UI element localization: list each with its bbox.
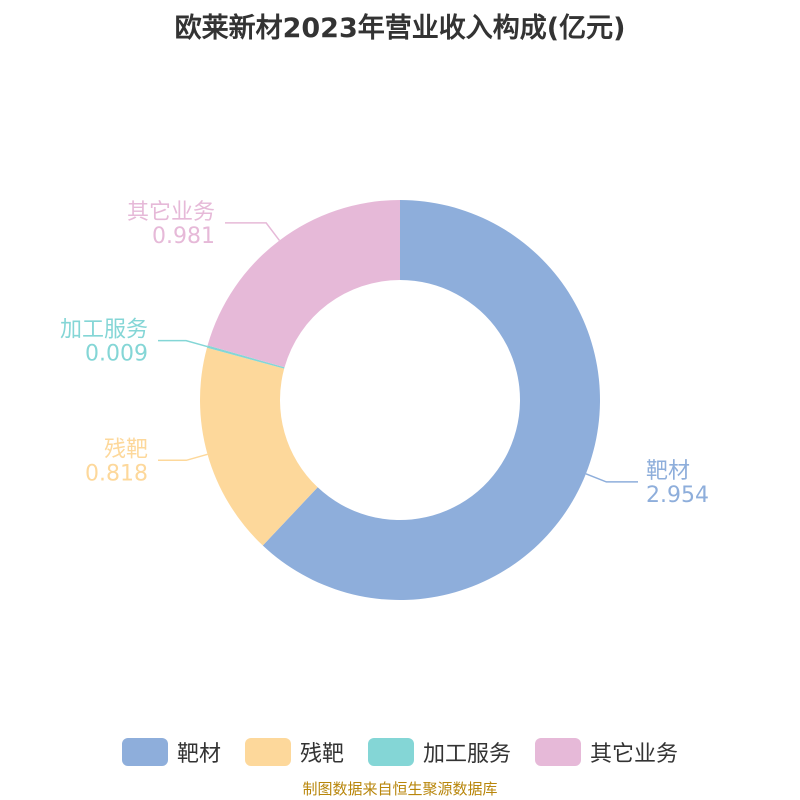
- data-source-note: 制图数据来自恒生聚源数据库: [302, 780, 498, 798]
- legend: 靶材 残靶 加工服务 其它业务: [0, 736, 800, 768]
- legend-label-processing-service: 加工服务: [423, 742, 512, 767]
- slice-label-target: 靶材: [646, 459, 690, 484]
- slice-label-other-business: 其它业务: [127, 200, 215, 225]
- legend-label-other-business: 其它业务: [590, 742, 679, 767]
- legend-swatch-residual-target: [244, 738, 291, 766]
- legend-label-residual-target: 残靶: [299, 742, 344, 767]
- slice-processing-service[interactable]: [206, 345, 285, 369]
- slice-target[interactable]: [262, 200, 600, 600]
- slice-value-processing-service: 0.009: [85, 342, 148, 367]
- legend-item-processing-service[interactable]: 加工服务: [368, 736, 511, 768]
- leader-line-target: [585, 473, 638, 483]
- legend-swatch-target: [121, 738, 168, 766]
- legend-swatch-other-business: [535, 738, 582, 766]
- legend-swatch-processing-service: [368, 738, 414, 766]
- slice-label-residual-target: 残靶: [104, 437, 148, 462]
- legend-item-other-business[interactable]: 其它业务: [535, 736, 678, 768]
- legend-label-target: 靶材: [176, 742, 221, 767]
- leader-line-residual-target: [158, 453, 208, 462]
- legend-item-residual-target[interactable]: 残靶: [244, 736, 344, 768]
- slice-residual-target[interactable]: [199, 347, 318, 546]
- slice-other-business[interactable]: [207, 200, 400, 368]
- leader-line-other-business: [225, 222, 281, 241]
- slice-value-residual-target: 0.818: [85, 461, 148, 486]
- slice-label-processing-service: 加工服务: [60, 318, 148, 343]
- legend-item-target[interactable]: 靶材: [121, 736, 221, 768]
- chart-title: 欧莱新材2023年营业收入构成(亿元): [174, 13, 626, 44]
- leader-line-processing-service: [158, 339, 208, 348]
- slice-value-target: 2.954: [646, 483, 709, 508]
- slice-value-other-business: 0.981: [152, 224, 215, 249]
